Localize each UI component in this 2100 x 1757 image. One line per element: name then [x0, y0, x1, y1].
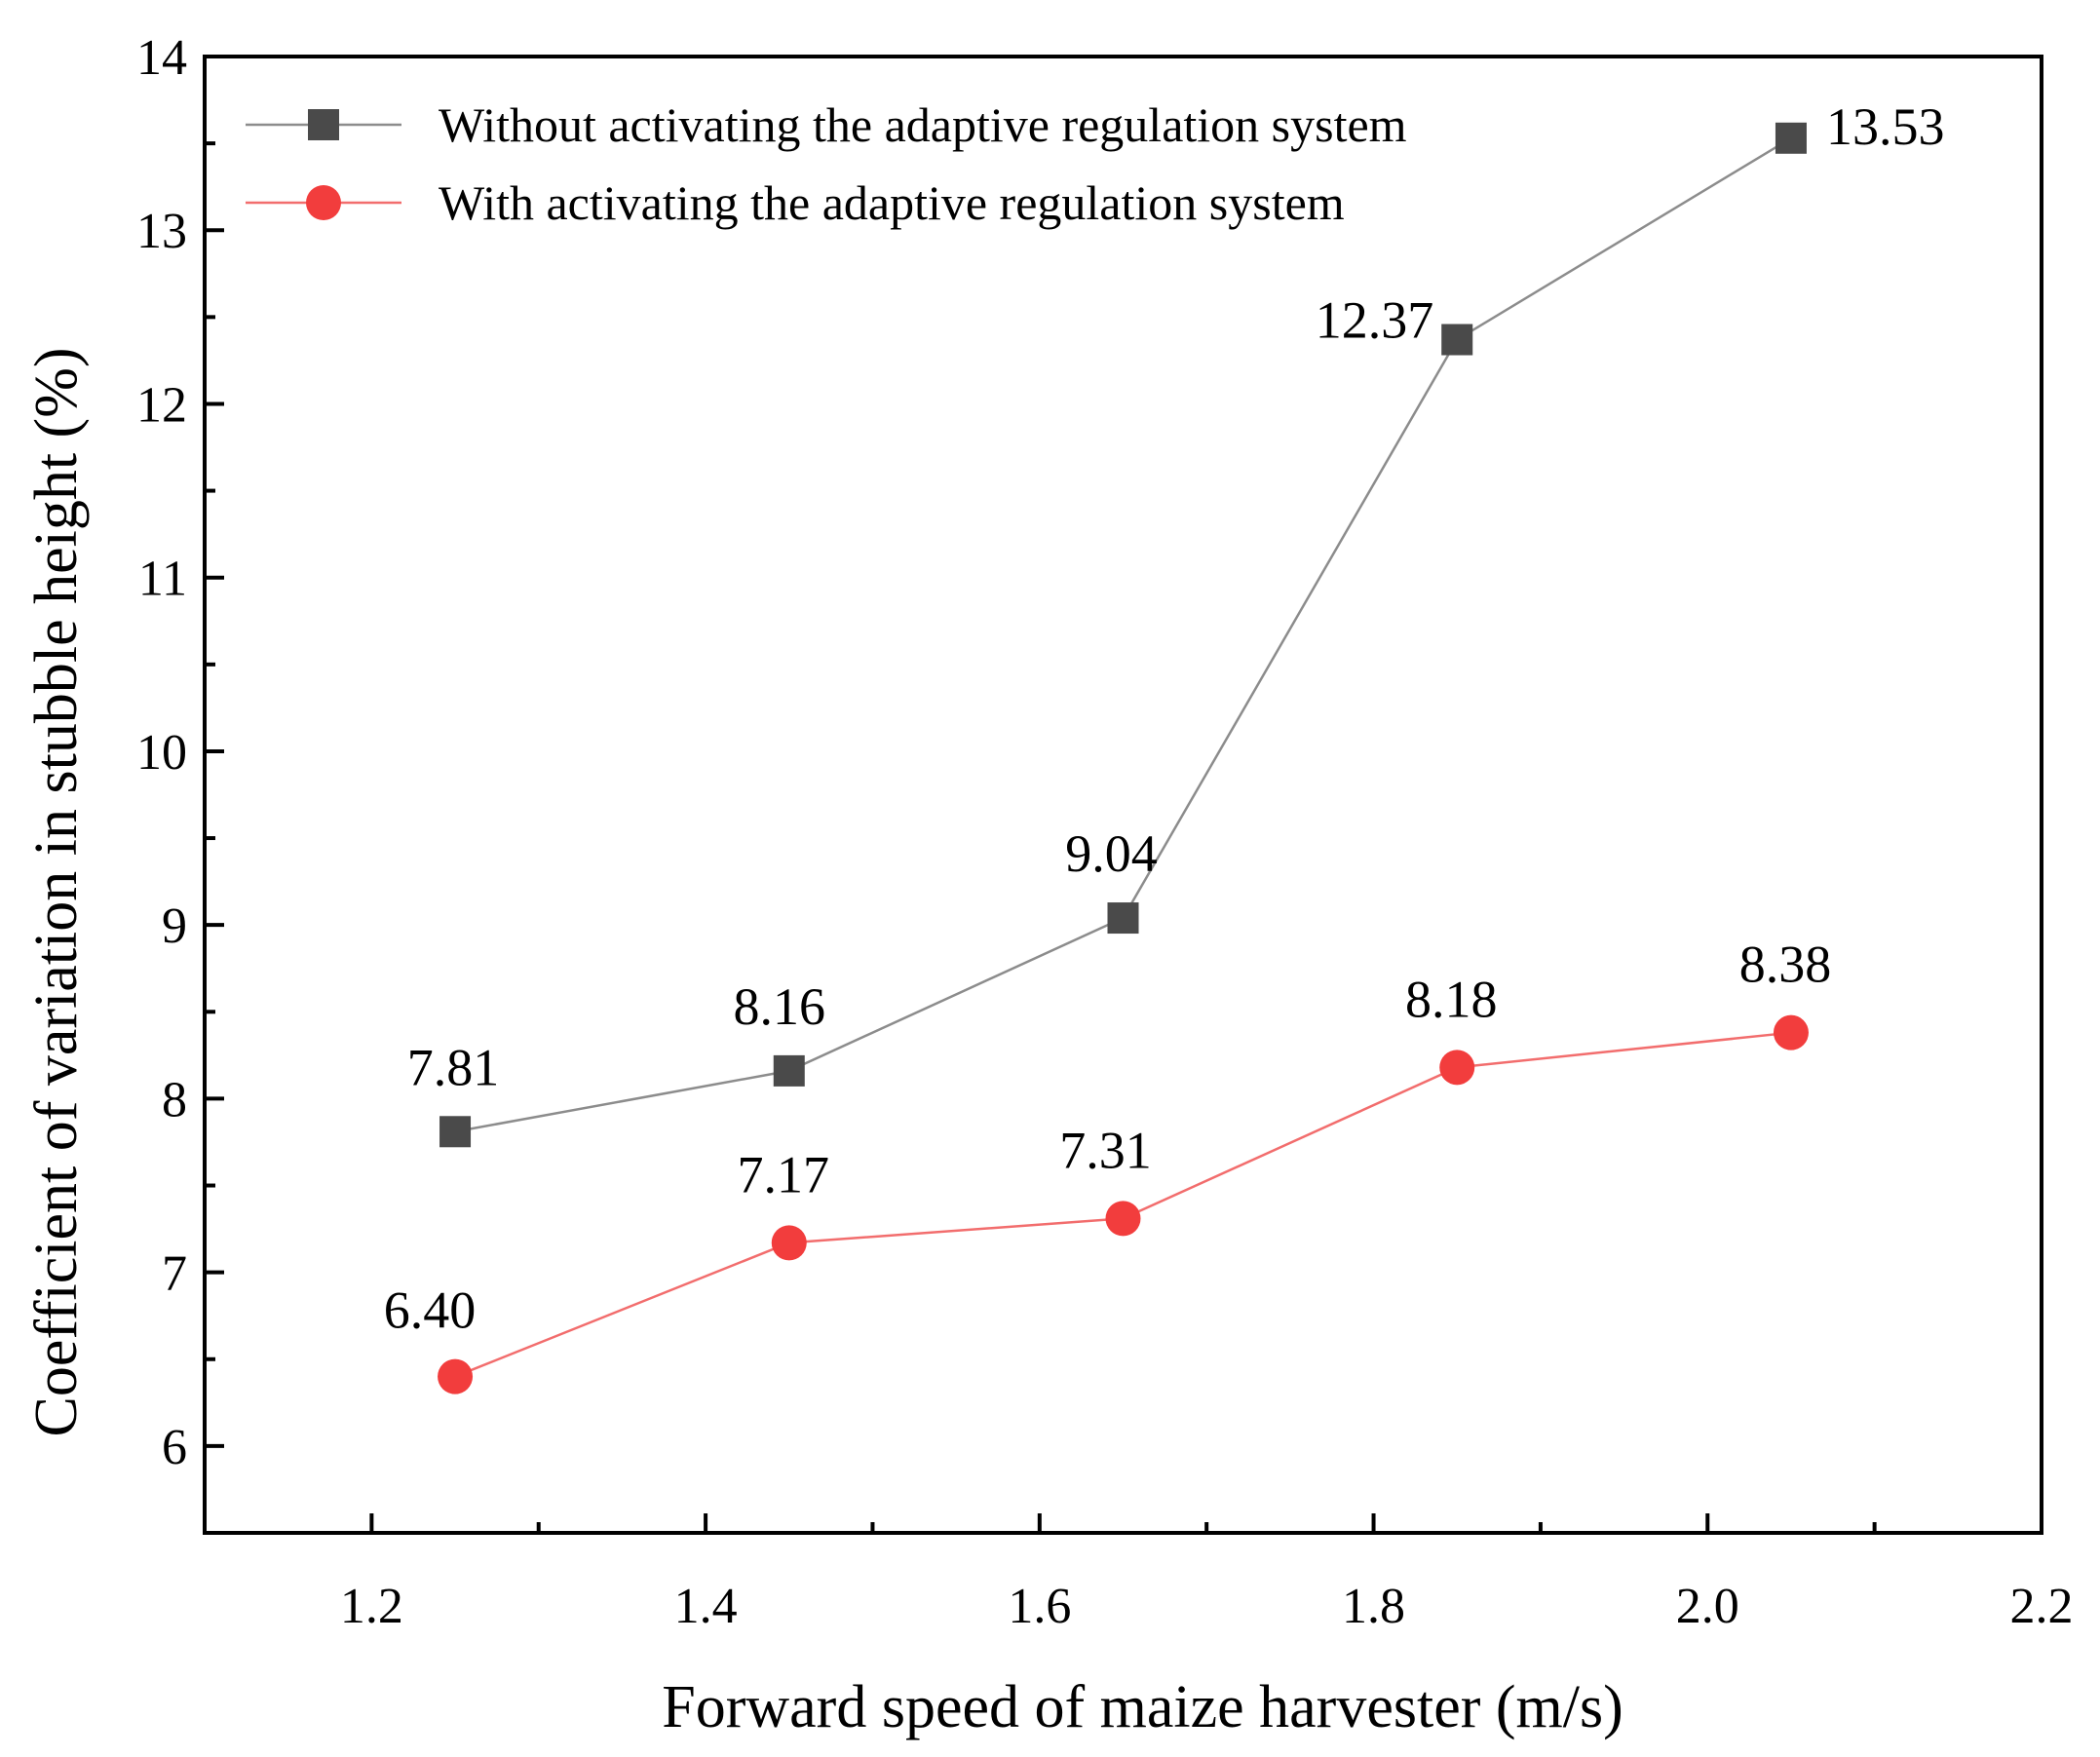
circle-marker [771, 1225, 807, 1261]
x-tick-label: 2.2 [2010, 1579, 2074, 1634]
data-labels: 7.81 8.16 9.04 12.37 13.53 6.40 7.17 7.31 8.18 8.… [384, 97, 1945, 1340]
y-tick-label: 7 [162, 1246, 187, 1302]
y-tick-label: 9 [162, 898, 187, 954]
x-tick-label: 2.0 [1676, 1579, 1739, 1634]
y-tick-label: 12 [136, 377, 187, 433]
data-label: 13.53 [1826, 97, 1945, 156]
y-tick-label: 13 [136, 204, 187, 259]
series-markers [438, 122, 1809, 1394]
square-marker [1441, 324, 1473, 356]
y-tick-label: 6 [162, 1420, 187, 1475]
square-marker [1775, 122, 1807, 154]
data-label: 9.04 [1065, 824, 1158, 883]
y-tick-label: 8 [162, 1072, 187, 1127]
legend: Without activating the adaptive regulati… [246, 97, 1407, 230]
y-tick-label: 10 [136, 725, 187, 781]
legend-circle-marker [306, 185, 341, 220]
x-axis: 1.2 1.4 1.6 1.8 2.0 2.2 [340, 1513, 2074, 1634]
data-label: 6.40 [384, 1281, 477, 1340]
circle-marker [1773, 1014, 1809, 1050]
circle-marker [1105, 1201, 1141, 1237]
legend-label: Without activating the adaptive regulati… [439, 97, 1407, 152]
series-lines [454, 136, 1792, 1378]
circle-marker [1439, 1050, 1475, 1086]
circle-marker [438, 1358, 474, 1394]
x-tick-label: 1.8 [1342, 1579, 1405, 1634]
data-label: 8.18 [1405, 970, 1498, 1028]
data-label: 7.31 [1059, 1121, 1152, 1179]
data-label: 8.38 [1739, 936, 1832, 994]
data-label: 12.37 [1316, 291, 1434, 350]
data-label: 7.17 [738, 1145, 830, 1203]
legend-square-marker [308, 109, 339, 140]
y-tick-label: 11 [138, 552, 187, 607]
x-tick-label: 1.6 [1008, 1579, 1071, 1634]
y-tick-label: 14 [136, 30, 187, 86]
legend-label: With activating the adaptive regulation … [439, 175, 1345, 230]
square-marker [1107, 902, 1139, 935]
data-label: 7.81 [407, 1038, 500, 1096]
square-marker [773, 1054, 805, 1087]
square-marker [439, 1116, 472, 1148]
x-axis-title: Forward speed of maize harvester (m/s) [662, 1674, 1623, 1740]
x-tick-label: 1.2 [340, 1579, 403, 1634]
y-axis: 6 7 8 9 10 11 12 13 14 [136, 30, 224, 1475]
x-tick-label: 1.4 [674, 1579, 738, 1634]
y-axis-title: Coefficient of variation in stubble heig… [23, 348, 90, 1437]
data-label: 8.16 [734, 977, 826, 1036]
series-line-1 [454, 136, 1792, 1133]
plot-frame [203, 55, 2043, 1535]
